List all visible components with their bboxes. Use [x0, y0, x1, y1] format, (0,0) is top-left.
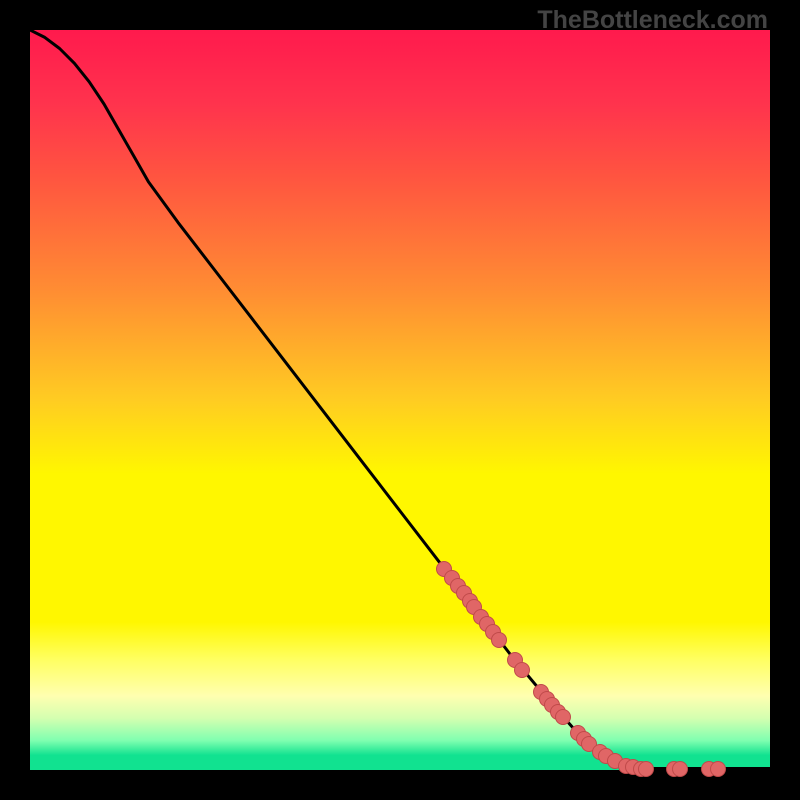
scatter-marker [491, 632, 507, 648]
scatter-marker [638, 761, 654, 777]
scatter-marker [514, 662, 530, 678]
scatter-marker [710, 761, 726, 777]
scatter-marker [555, 709, 571, 725]
scatter-markers-layer [30, 30, 770, 770]
plot-area [30, 30, 770, 770]
watermark-text: TheBottleneck.com [537, 6, 768, 35]
scatter-marker [672, 761, 688, 777]
